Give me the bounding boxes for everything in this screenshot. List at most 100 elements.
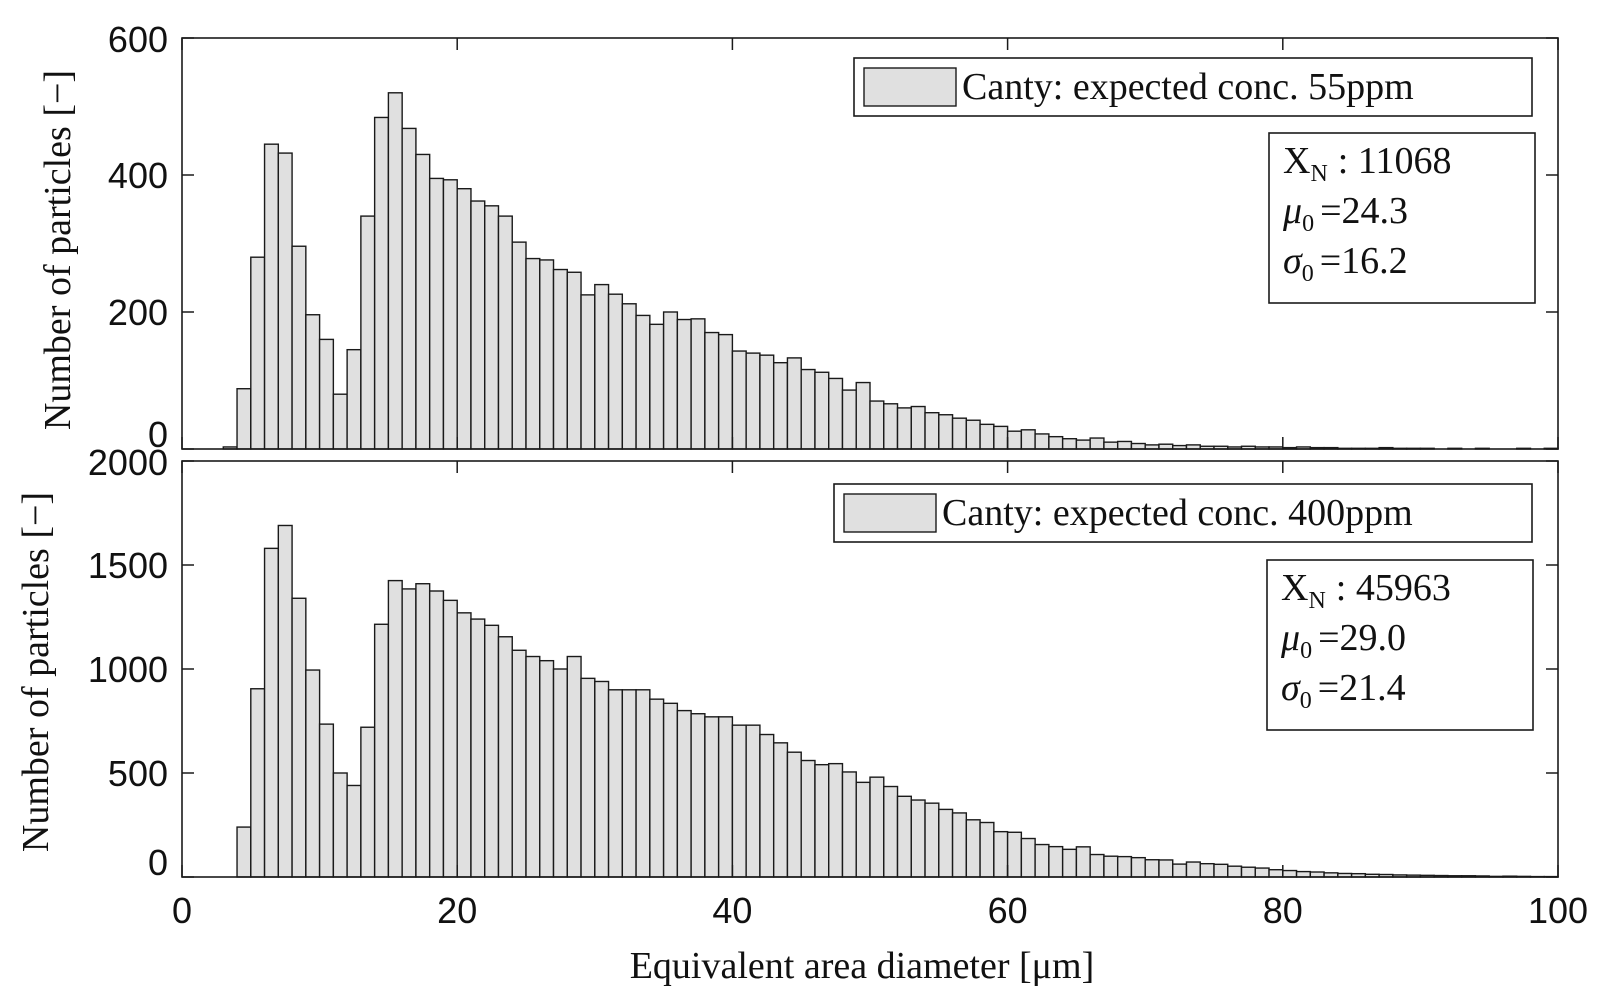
histogram-bar xyxy=(456,187,472,450)
histogram-bar xyxy=(979,821,995,878)
histogram-bar xyxy=(387,92,403,450)
stat-xn: XN: 11068 xyxy=(1283,140,1451,187)
histogram-bar xyxy=(662,311,679,450)
histogram-bar xyxy=(415,153,431,450)
histogram-bar xyxy=(869,776,885,878)
stats-frame xyxy=(1268,132,1536,304)
histogram-bar xyxy=(676,318,692,450)
histogram-bar xyxy=(621,303,637,450)
histogram-bar xyxy=(759,354,775,450)
histogram-bar xyxy=(1144,859,1160,878)
histogram-bar xyxy=(1116,440,1133,450)
histogram-bar xyxy=(1020,429,1036,450)
histogram-bar xyxy=(649,323,665,450)
legend-box xyxy=(833,483,1533,543)
x-tick-label: 40 xyxy=(712,890,752,931)
histogram-bar xyxy=(1185,861,1201,878)
histogram-bar xyxy=(318,338,335,450)
histogram-bar xyxy=(883,403,899,450)
x-axis: 0 20 40 60 80 100 xyxy=(172,461,1588,931)
histogram-bar xyxy=(332,393,348,450)
histogram-bar xyxy=(387,579,403,878)
histogram-bar xyxy=(635,314,651,450)
histogram-bar xyxy=(305,669,321,878)
histogram-bar xyxy=(883,785,899,878)
histogram-bar xyxy=(1130,856,1146,878)
histogram-bar xyxy=(1116,855,1133,878)
histogram-bar xyxy=(594,283,610,450)
legend-swatch xyxy=(863,67,957,107)
histogram-bar xyxy=(910,405,926,450)
histogram-bar xyxy=(305,314,321,450)
y-tick-label: 500 xyxy=(108,753,168,794)
legend: Canty: expected conc. 55ppm xyxy=(853,57,1533,117)
histogram-bar xyxy=(786,751,802,878)
histogram-bar xyxy=(250,256,266,450)
y-tick-label: 2000 xyxy=(88,442,168,483)
histogram-bar xyxy=(1034,843,1050,878)
histogram-bar xyxy=(607,689,624,878)
histogram-bar xyxy=(800,759,816,878)
histogram-bar xyxy=(704,331,720,450)
histogram-bar xyxy=(539,259,555,450)
y-tick-label: 1000 xyxy=(88,649,168,690)
histogram-bar xyxy=(759,733,775,878)
x-axis-title: Equivalent area diameter [μm] xyxy=(630,945,1095,987)
histogram-bar xyxy=(291,245,307,450)
y-tick-label: 400 xyxy=(108,155,168,196)
y-tick-label: 200 xyxy=(108,292,168,333)
histogram-bar xyxy=(662,702,679,878)
legend: Canty: expected conc. 400ppm xyxy=(833,483,1533,543)
histogram-bar xyxy=(1075,846,1091,878)
y-tick-label: 1500 xyxy=(88,545,168,586)
histogram-bar xyxy=(484,624,500,878)
histogram-bar xyxy=(704,716,720,878)
histogram-bar xyxy=(236,826,252,878)
histogram-bar xyxy=(539,659,555,878)
histogram-bar xyxy=(938,808,954,878)
histogram-bar xyxy=(580,294,596,450)
histogram-bar xyxy=(456,612,472,878)
histogram-bar xyxy=(1061,438,1078,450)
histogram-bar xyxy=(621,689,637,878)
histogram-bar xyxy=(250,688,266,878)
histogram-bar xyxy=(993,425,1009,450)
histogram-bar xyxy=(497,636,513,878)
histogram-bar xyxy=(635,689,651,878)
histogram-bar xyxy=(745,352,761,450)
histogram-bar xyxy=(566,655,582,878)
histogram-bar xyxy=(236,388,252,450)
histogram-bar xyxy=(649,698,665,878)
histogram-bar xyxy=(717,333,734,450)
histogram-bar xyxy=(318,723,335,878)
histogram-bar xyxy=(428,177,445,450)
histogram-bar xyxy=(924,802,940,878)
histogram-bar xyxy=(594,680,610,878)
histogram-bar xyxy=(896,795,912,878)
histogram-bar xyxy=(855,781,871,878)
histogram-bar xyxy=(1103,855,1119,878)
histogram-bar xyxy=(525,655,541,878)
panel-bottom: 0 500 1000 1500 2000 0 20 40 60 80 100 Canty: expec… xyxy=(88,442,1588,931)
stat-sigma: σ0 =16.2 xyxy=(1283,240,1408,287)
histogram-bar xyxy=(428,590,445,878)
histogram-bar xyxy=(993,830,1009,878)
histogram-bar xyxy=(717,716,734,878)
histogram-bar xyxy=(373,623,390,878)
histogram-bar xyxy=(1158,859,1174,878)
histogram-bar xyxy=(828,377,844,450)
x-tick-label: 0 xyxy=(172,890,192,931)
histogram-bar xyxy=(1172,863,1188,878)
legend-box xyxy=(853,57,1533,117)
histogram-bar xyxy=(580,677,596,878)
histogram-bar xyxy=(1089,437,1105,450)
histogram-bar xyxy=(263,547,280,878)
histogram-bar xyxy=(1282,869,1298,878)
x-axis xyxy=(181,38,1559,449)
histogram-bar xyxy=(1130,442,1146,450)
histogram-bar xyxy=(525,257,541,450)
histogram-bar xyxy=(1227,865,1243,878)
histogram-bar xyxy=(511,241,527,450)
